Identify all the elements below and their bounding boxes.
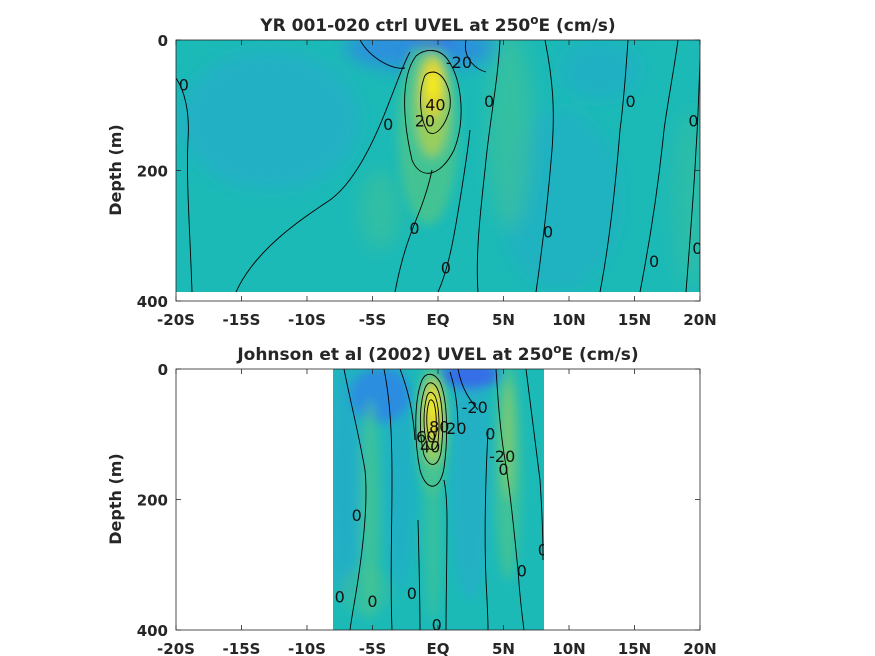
panel-2-y-axis-label: Depth (m): [106, 453, 125, 545]
y-tick-label: 0: [158, 361, 168, 379]
x-tick-label: 10N: [552, 311, 585, 329]
x-tick-label: -5S: [359, 640, 386, 656]
panel-1-y-axis-label: Depth (m): [106, 124, 125, 216]
contour-label: 0: [484, 92, 494, 111]
contour-label: 0: [543, 222, 553, 241]
contour-label: 20: [446, 419, 466, 438]
contour-label: 0: [485, 424, 495, 443]
x-tick-label: 20N: [683, 640, 716, 656]
panel-1-field-shading: [180, 40, 700, 290]
contour-label: 0: [407, 584, 417, 603]
y-tick-label: 400: [137, 293, 168, 311]
contour-label: 0: [649, 252, 659, 271]
contour-label: -20: [462, 398, 488, 417]
y-tick-label: 200: [137, 492, 168, 510]
x-tick-label: 15N: [618, 640, 651, 656]
panel-1-title: YR 001-020 ctrl UVEL at 250oE (cm/s): [259, 13, 615, 36]
x-tick-label: EQ: [427, 311, 450, 329]
x-tick-label: -15S: [223, 640, 261, 656]
contour-label: 0: [367, 592, 377, 611]
x-tick-label: EQ: [427, 640, 450, 656]
contour-label: -20: [489, 447, 515, 466]
panel-2-jet-core: [416, 369, 448, 495]
x-tick-label: -15S: [223, 311, 261, 329]
contour-label: -20: [446, 53, 472, 72]
contour-label: 0: [688, 112, 698, 131]
x-tick-label: 5N: [492, 640, 515, 656]
y-tick-label: 0: [158, 32, 168, 50]
x-tick-label: 20N: [683, 311, 716, 329]
x-tick-label: -20S: [157, 640, 195, 656]
panel-2-title: Johnson et al (2002) UVEL at 250oE (cm/s…: [236, 342, 638, 365]
panel-1-contour-lines: [176, 40, 700, 292]
contour-label: 20: [415, 112, 435, 131]
contour-label: 40: [425, 95, 445, 114]
contour-label: 0: [383, 115, 393, 134]
x-tick-label: -5S: [359, 311, 386, 329]
contour-label: 0: [538, 540, 548, 559]
contour-label: 0: [441, 258, 451, 277]
contour-label: 40: [420, 437, 440, 456]
contour-label: 0: [432, 615, 442, 634]
panel-2-contour-lines: [343, 369, 544, 630]
x-tick-label: 15N: [618, 311, 651, 329]
x-tick-label: -10S: [288, 640, 326, 656]
contour-label: 0: [498, 460, 508, 479]
contour-label: 0: [352, 506, 362, 525]
contour-label: 0: [517, 561, 527, 580]
panel-2-field-shading: [333, 369, 521, 620]
contour-label: 0: [335, 587, 345, 606]
y-tick-label: 200: [137, 163, 168, 181]
contour-label: 0: [625, 92, 635, 111]
contour-label: 0: [179, 76, 189, 95]
contour-label: 80: [429, 418, 449, 437]
contour-label: 0: [692, 239, 702, 258]
x-tick-label: -10S: [288, 311, 326, 329]
x-tick-label: -20S: [157, 311, 195, 329]
x-tick-label: 5N: [492, 311, 515, 329]
contour-label: 0: [409, 219, 419, 238]
contour-label: 60: [416, 428, 436, 447]
x-tick-label: 10N: [552, 640, 585, 656]
y-tick-label: 400: [137, 622, 168, 640]
